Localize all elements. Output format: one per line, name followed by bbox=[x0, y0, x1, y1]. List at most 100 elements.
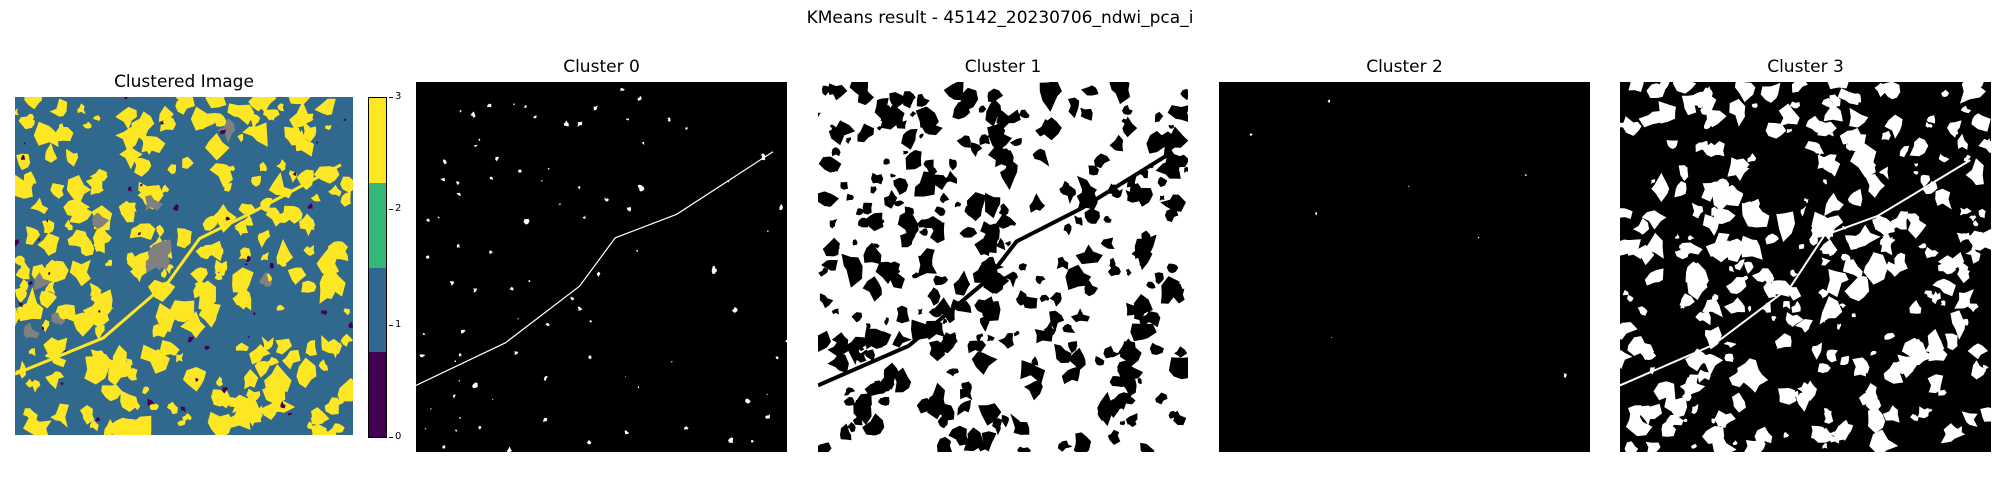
clustered-patch bbox=[66, 175, 92, 206]
mask-patch bbox=[1702, 299, 1723, 318]
clustered-patch bbox=[167, 401, 178, 415]
mask-patch bbox=[1679, 374, 1699, 398]
panel-title-cluster-3: Cluster 3 bbox=[1767, 57, 1844, 77]
mask-patch bbox=[1829, 94, 1841, 108]
mask-patch bbox=[1901, 337, 1927, 362]
mask-patch bbox=[1865, 383, 1877, 403]
clustered-patch bbox=[142, 386, 150, 395]
mask-hole bbox=[994, 237, 1006, 251]
mask-speck bbox=[509, 286, 514, 291]
mask-speck bbox=[775, 356, 779, 360]
mask-hole bbox=[996, 109, 1021, 133]
mask-speck bbox=[1563, 373, 1567, 378]
mask-patch bbox=[1732, 440, 1738, 446]
clustered-patch bbox=[148, 279, 176, 302]
mask-patch bbox=[1620, 121, 1627, 128]
mask-patch bbox=[1718, 419, 1727, 428]
mask-patch bbox=[1700, 353, 1724, 376]
mask-patch bbox=[1823, 104, 1843, 122]
river-line bbox=[416, 151, 774, 386]
clustered-patch bbox=[225, 405, 251, 430]
mask-hole bbox=[1067, 341, 1078, 354]
clustered-patch bbox=[310, 413, 324, 425]
mask-hole bbox=[979, 315, 990, 332]
mask-hole bbox=[1130, 323, 1157, 342]
clustered-patch bbox=[242, 405, 263, 423]
clustered-patch bbox=[284, 126, 302, 146]
mask-patch bbox=[1712, 141, 1725, 157]
mask-hole bbox=[1084, 280, 1099, 297]
mask-hole bbox=[937, 414, 949, 429]
clustered-patch bbox=[249, 344, 271, 365]
mask-patch bbox=[1622, 290, 1629, 296]
cluster-2-mask-map bbox=[1249, 99, 1567, 378]
mask-hole bbox=[877, 396, 890, 406]
mask-patch bbox=[1777, 388, 1797, 405]
mask-hole bbox=[1003, 271, 1018, 288]
mask-patch bbox=[1695, 310, 1711, 326]
cluster-0-speck bbox=[60, 382, 64, 386]
mask-patch bbox=[1954, 131, 1959, 135]
clustered-patch bbox=[275, 338, 292, 355]
mask-patch bbox=[1890, 211, 1909, 230]
mask-hole bbox=[1018, 109, 1030, 119]
mask-patch bbox=[1980, 407, 1991, 422]
mask-hole bbox=[1168, 357, 1188, 380]
cluster-0-speck bbox=[187, 336, 194, 343]
mask-hole bbox=[870, 186, 877, 194]
clustered-patch bbox=[119, 146, 143, 170]
mask-patch bbox=[1724, 353, 1734, 362]
clustered-patch bbox=[283, 205, 303, 224]
mask-hole bbox=[893, 177, 909, 195]
mask-speck bbox=[637, 386, 640, 389]
cluster-0-speck bbox=[221, 386, 228, 394]
clustered-patch bbox=[235, 342, 249, 352]
clustered-patch bbox=[287, 267, 307, 285]
mask-patch bbox=[1674, 244, 1690, 260]
clustered-patch bbox=[129, 223, 156, 240]
cluster-0-speck bbox=[147, 398, 154, 406]
mask-patch bbox=[1844, 276, 1870, 302]
clustered-patch bbox=[227, 103, 255, 126]
mask-patch bbox=[1644, 268, 1664, 286]
cluster-0-speck bbox=[246, 255, 251, 262]
mask-hole bbox=[952, 101, 971, 120]
mask-hole bbox=[1004, 240, 1011, 247]
mask-hole bbox=[827, 352, 849, 374]
cluster-0-speck bbox=[160, 121, 165, 125]
clustered-patch bbox=[324, 397, 339, 415]
mask-hole bbox=[1140, 230, 1152, 248]
mask-speck bbox=[489, 250, 494, 255]
mask-patch bbox=[1711, 293, 1719, 304]
clustered-patch bbox=[133, 158, 152, 177]
mask-patch bbox=[1927, 374, 1944, 394]
mask-hole bbox=[953, 368, 959, 374]
river-line bbox=[1620, 159, 1971, 387]
mask-hole bbox=[1113, 399, 1122, 408]
mask-speck bbox=[541, 180, 543, 182]
mask-speck bbox=[473, 288, 477, 293]
mask-patch bbox=[1909, 300, 1922, 314]
mask-hole bbox=[1133, 294, 1153, 321]
mask-speck bbox=[558, 203, 562, 205]
mask-hole bbox=[998, 203, 1009, 217]
mask-patch bbox=[1953, 426, 1962, 436]
mask-patch bbox=[1627, 295, 1634, 302]
mask-speck bbox=[543, 376, 548, 381]
mask-hole bbox=[959, 226, 978, 238]
mask-speck bbox=[588, 355, 592, 360]
mask-patch bbox=[1624, 441, 1639, 452]
mask-patch bbox=[1778, 103, 1800, 127]
clustered-patch bbox=[310, 193, 321, 202]
mask-patch bbox=[1646, 83, 1665, 98]
mask-hole bbox=[900, 232, 916, 248]
mask-speck bbox=[547, 168, 550, 170]
mask-hole bbox=[840, 181, 849, 190]
mask-hole bbox=[874, 380, 882, 388]
mask-hole bbox=[995, 150, 1014, 169]
mask-patch bbox=[1827, 82, 1849, 90]
clustered-patch bbox=[296, 357, 317, 389]
cluster-0-speck bbox=[195, 377, 199, 382]
mask-patch bbox=[1873, 264, 1887, 276]
clustered-patch bbox=[251, 175, 261, 187]
